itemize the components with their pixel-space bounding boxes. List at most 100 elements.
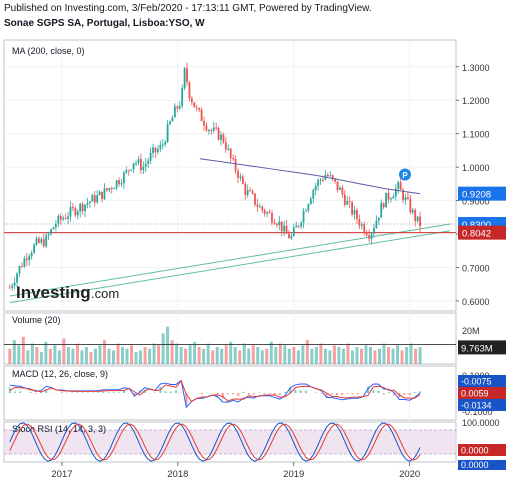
macd-histogram-bar: [419, 391, 422, 393]
candle-body: [89, 201, 91, 204]
macd-histogram-bar: [117, 392, 120, 393]
candle-body: [268, 212, 271, 214]
macd-histogram-bar: [320, 393, 323, 394]
published-caption: Published on Investing.com, 3/Feb/2020 -…: [4, 3, 372, 14]
candle-body: [113, 188, 116, 190]
stoch-value: 0.0000: [461, 446, 489, 456]
candle-body: [307, 204, 310, 211]
volume-bar: [148, 348, 152, 364]
candle-body: [25, 258, 28, 261]
candle-body: [118, 180, 120, 185]
candle-body: [312, 190, 315, 199]
macd-histogram-bar: [367, 386, 370, 393]
candle-body: [300, 222, 303, 227]
candle-body: [414, 209, 417, 221]
trendline-2: [9, 230, 451, 304]
volume-bar: [71, 348, 75, 364]
macd-histogram-bar: [335, 393, 338, 396]
macd-histogram-bar: [237, 393, 240, 397]
candle-body: [195, 107, 198, 109]
stoch-d-line: [9, 423, 421, 461]
candle-body: [33, 244, 35, 253]
candle-body: [261, 206, 264, 211]
macd-histogram-bar: [372, 390, 375, 393]
candle-body: [193, 102, 196, 108]
candle-body: [249, 190, 252, 192]
candle-body: [74, 208, 77, 216]
volume-bar: [30, 343, 34, 364]
candle-body: [45, 235, 48, 247]
volume-bar: [238, 350, 242, 364]
volume-bar: [247, 348, 251, 364]
candle-body: [212, 127, 215, 131]
volume-bar: [166, 326, 170, 364]
y-tick-label: 1.1000: [462, 130, 490, 140]
candle-body: [387, 192, 390, 200]
candle-body: [152, 147, 154, 153]
candle-body: [232, 158, 235, 160]
candle-body: [67, 216, 69, 219]
candle-body: [246, 190, 249, 195]
candle-body: [132, 163, 135, 170]
volume-bar: [346, 343, 350, 364]
candle-body: [59, 216, 62, 220]
price-label: 0.8042: [462, 229, 491, 240]
volume-bar: [130, 345, 134, 364]
volume-bar: [292, 347, 296, 364]
candle-body: [183, 68, 186, 89]
candle-body: [394, 188, 397, 197]
y-tick-label: 0.7000: [462, 264, 490, 274]
symbol-title[interactable]: Sonae SGPS SA, Portugal, Lisboa:YSO, W: [4, 18, 205, 29]
macd-histogram-bar: [351, 393, 354, 395]
candle-body: [377, 217, 380, 221]
stoch-indicator-label: Stoch RSI (14, 14, 3, 3): [12, 424, 106, 434]
candle-body: [176, 106, 179, 109]
candle-body: [18, 266, 21, 274]
macd-histogram-bar: [34, 393, 37, 394]
macd-value-box: [458, 399, 506, 411]
candle-body: [30, 252, 33, 257]
candle-body: [295, 225, 298, 228]
macd-histogram-bar: [91, 392, 94, 393]
candle-body: [353, 209, 356, 215]
volume-bar: [251, 345, 255, 364]
candle-body: [91, 195, 94, 202]
candle-body: [365, 233, 368, 236]
volume-bar: [175, 343, 179, 364]
candle-body: [23, 258, 26, 267]
macd-histogram-bar: [387, 392, 390, 393]
candle-body: [348, 201, 351, 203]
volume-bar: [377, 348, 381, 364]
volume-bar: [26, 350, 30, 364]
volume-bar: [62, 338, 66, 364]
macd-value-box: [458, 375, 506, 387]
volume-bar: [278, 343, 282, 364]
candle-body: [334, 178, 337, 182]
macd-signal-line: [9, 379, 421, 403]
candle-body: [164, 142, 167, 145]
candle-body: [16, 273, 18, 283]
candle-body: [101, 191, 103, 200]
candle-body: [373, 228, 375, 234]
macd-histogram-bar: [232, 393, 235, 395]
volume-bar: [409, 343, 413, 364]
volume-bar: [359, 348, 363, 364]
volume-bar: [215, 347, 219, 364]
macd-histogram-bar: [169, 391, 172, 393]
macd-histogram-bar: [242, 391, 245, 393]
volume-bar: [157, 345, 161, 364]
candle-body: [227, 148, 230, 150]
macd-histogram-bar: [112, 392, 115, 393]
y-tick-label: 0.9000: [462, 197, 490, 207]
candle-body: [341, 187, 344, 195]
candle-body: [181, 88, 184, 107]
candle-body: [404, 197, 407, 201]
volume-bar: [161, 333, 165, 364]
y-tick-label: 1.2000: [462, 96, 490, 106]
trendline-1: [9, 223, 451, 297]
volume-bar: [179, 347, 183, 364]
candle-body: [375, 220, 378, 229]
volume-bar: [314, 347, 318, 364]
volume-bar: [391, 348, 395, 364]
